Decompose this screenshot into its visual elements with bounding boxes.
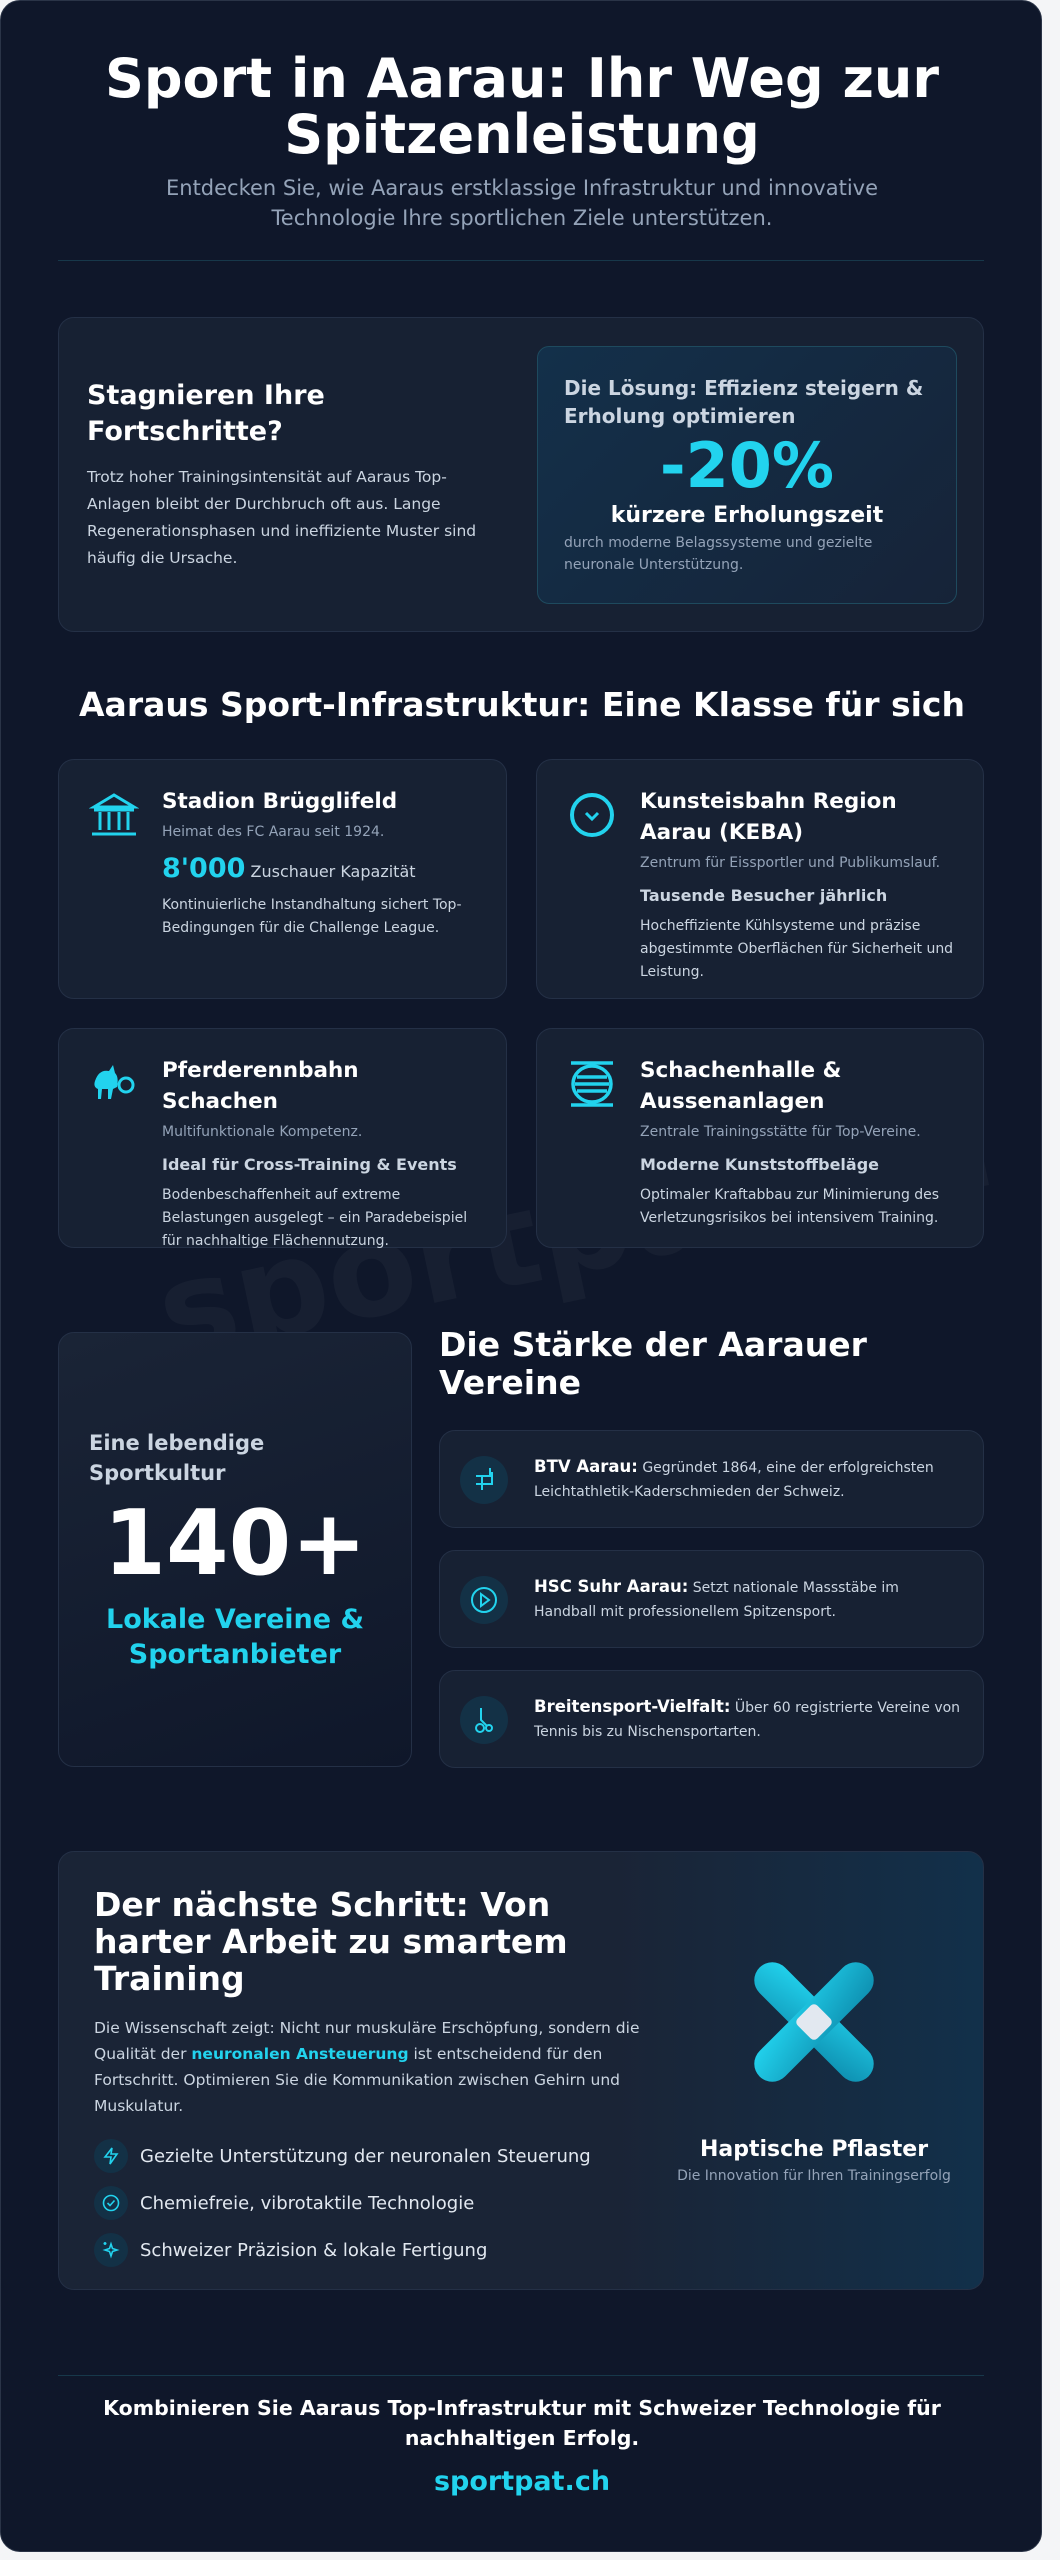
club-desc: Über 60 registrierte Vereine von Tennis …	[534, 1699, 961, 1740]
feature-item: Gezielte Unterstützung der neuronalen St…	[94, 2139, 664, 2173]
facility-desc: Bodenbeschaffenheit auf extreme Belastun…	[162, 1187, 468, 1249]
product-block: Haptische Pflaster Die Innovation für Ih…	[659, 1852, 969, 2289]
club-name: Breitensport-Vielfalt:	[534, 1696, 731, 1716]
check-circle-icon	[94, 2186, 128, 2220]
product-name: Haptische Pflaster	[699, 2137, 929, 2162]
stat-label: Eine lebendige Sportkultur	[89, 1430, 265, 1485]
facility-card: Stadion Brügglifeld Heimat des FC Aarau …	[58, 759, 507, 999]
cta-text-part: ist entscheidend für den Fortschritt. Op…	[94, 2045, 620, 2115]
bicycle-icon	[460, 1696, 508, 1744]
bolt-icon	[94, 2139, 128, 2173]
facility-sub: Zentrale Trainingsstätte für Top-Vereine…	[640, 1124, 921, 1140]
cta-text-part: Die Wissenschaft zeigt: Nicht nur muskul…	[94, 2019, 640, 2063]
stat-value: 140+	[103, 1490, 367, 1596]
feature-item: Schweizer Präzision & lokale Fertigung	[94, 2233, 664, 2267]
facility-sub: Zentrum für Eissportler und Publikumslau…	[640, 855, 941, 871]
cta-card: Der nächste Schritt: Von harter Arbeit z…	[58, 1851, 984, 2290]
facility-sub: Heimat des FC Aarau seit 1924.	[162, 824, 385, 840]
facility-name: Stadion Brügglifeld	[162, 789, 398, 814]
facility-sub: Multifunktionale Kompetenz.	[162, 1124, 363, 1140]
club-item: HSC Suhr Aarau: Setzt nationale Massstäb…	[439, 1550, 984, 1648]
ice-rink-icon	[570, 793, 614, 837]
feature-label: Schweizer Präzision & lokale Fertigung	[140, 2239, 488, 2261]
footer-link[interactable]: sportpat.ch	[433, 2466, 611, 2497]
facility-desc: Kontinuierliche Instandhaltung sichert T…	[162, 897, 462, 936]
facility-highlight: Ideal für Cross-Training & Events	[162, 1155, 457, 1174]
club-desc: Gegründet 1864, eine der erfolgreichsten…	[534, 1459, 934, 1500]
clubs-title: Die Stärke der Aarauer Vereine	[439, 1325, 867, 1402]
cta-text-block: Der nächste Schritt: Von harter Arbeit z…	[94, 1886, 664, 2267]
solution-box: Die Lösung: Effizienz steigern & Erholun…	[537, 346, 957, 604]
facility-desc: Hocheffiziente Kühlsysteme und präzise a…	[640, 918, 954, 980]
facility-name: Kunsteisbahn Region Aarau (KEBA)	[640, 789, 897, 845]
facility-name: Schachenhalle & Aussenanlagen	[640, 1058, 842, 1114]
facility-capacity-unit: Zuschauer Kapazität	[250, 862, 416, 881]
club-stat-card: Eine lebendige Sportkultur 140+ Lokale V…	[58, 1332, 412, 1767]
facility-desc: Optimaler Kraftabbau zur Minimierung des…	[640, 1187, 940, 1226]
hall-icon	[571, 1061, 613, 1107]
club-text: BTV Aarau: Gegründet 1864, eine der erfo…	[534, 1431, 963, 1527]
footer-divider	[58, 2375, 984, 2376]
feature-label: Gezielte Unterstützung der neuronalen St…	[140, 2145, 591, 2167]
infographic-page: sportpat.ch Sport in Aarau: Ihr Weg zur …	[0, 0, 1042, 2552]
club-name: HSC Suhr Aarau:	[534, 1576, 689, 1596]
feature-list: Gezielte Unterstützung der neuronalen St…	[94, 2139, 664, 2267]
stat-caption: Lokale Vereine & Sportanbieter	[106, 1603, 364, 1670]
club-item: BTV Aarau: Gegründet 1864, eine der erfo…	[439, 1430, 984, 1528]
haptic-patch-logo	[754, 1962, 874, 2082]
club-text: HSC Suhr Aarau: Setzt nationale Massstäb…	[534, 1551, 963, 1647]
page-title: Sport in Aarau: Ihr Weg zur Spitzenleist…	[105, 47, 939, 166]
feature-label: Chemiefreie, vibrotaktile Technologie	[140, 2192, 475, 2214]
solution-label: kürzere Erholungszeit	[610, 503, 884, 528]
cta-text-highlight: neuronalen Ansteuerung	[191, 2045, 409, 2063]
facility-name: Pferderennbahn Schachen	[162, 1058, 359, 1114]
problem-text-block: Stagnieren Ihre Fortschritte? Trotz hohe…	[87, 318, 497, 631]
sparkle-icon	[94, 2233, 128, 2267]
solution-value: -20%	[659, 429, 835, 502]
horse-icon	[94, 1065, 135, 1099]
facility-highlight: Moderne Kunststoffbeläge	[640, 1155, 880, 1174]
club-desc: Setzt nationale Massstäbe im Handball mi…	[534, 1579, 899, 1620]
cta-title: Der nächste Schritt: Von harter Arbeit z…	[94, 1885, 568, 1998]
club-name: BTV Aarau:	[534, 1456, 638, 1476]
facility-card: Schachenhalle & Aussenanlagen Zentrale T…	[536, 1028, 984, 1248]
cta-text: Die Wissenschaft zeigt: Nicht nur muskul…	[94, 2015, 664, 2119]
page-subtitle: Entdecken Sie, wie Aaraus erstklassige I…	[165, 176, 879, 230]
problem-title: Stagnieren Ihre Fortschritte?	[87, 379, 325, 447]
facility-card: Kunsteisbahn Region Aarau (KEBA) Zentrum…	[536, 759, 984, 999]
facility-card: Pferderennbahn Schachen Multifunktionale…	[58, 1028, 507, 1249]
hurdle-icon	[460, 1456, 508, 1504]
club-text: Breitensport-Vielfalt: Über 60 registrie…	[534, 1671, 963, 1767]
stadium-icon	[89, 793, 139, 836]
footer: Kombinieren Sie Aaraus Top-Infrastruktur…	[91, 2393, 953, 2499]
club-item: Breitensport-Vielfalt: Über 60 registrie…	[439, 1670, 984, 1768]
feature-item: Chemiefreie, vibrotaktile Technologie	[94, 2186, 664, 2220]
solution-note: durch moderne Belagssysteme und gezielte…	[564, 535, 873, 573]
infrastructure-title: Aaraus Sport-Infrastruktur: Eine Klasse …	[79, 685, 965, 724]
play-circle-icon	[460, 1576, 508, 1624]
facility-capacity: 8'000	[162, 853, 246, 884]
solution-title: Die Lösung: Effizienz steigern & Erholun…	[564, 376, 924, 428]
facility-highlight: Tausende Besucher jährlich	[640, 886, 888, 905]
divider	[58, 260, 984, 261]
footer-text: Kombinieren Sie Aaraus Top-Infrastruktur…	[103, 2396, 941, 2450]
problem-text: Trotz hoher Trainingsintensität auf Aara…	[87, 467, 477, 567]
product-tagline: Die Innovation für Ihren Trainingserfolg	[677, 2168, 951, 2184]
problem-card: Stagnieren Ihre Fortschritte? Trotz hohe…	[58, 317, 984, 632]
